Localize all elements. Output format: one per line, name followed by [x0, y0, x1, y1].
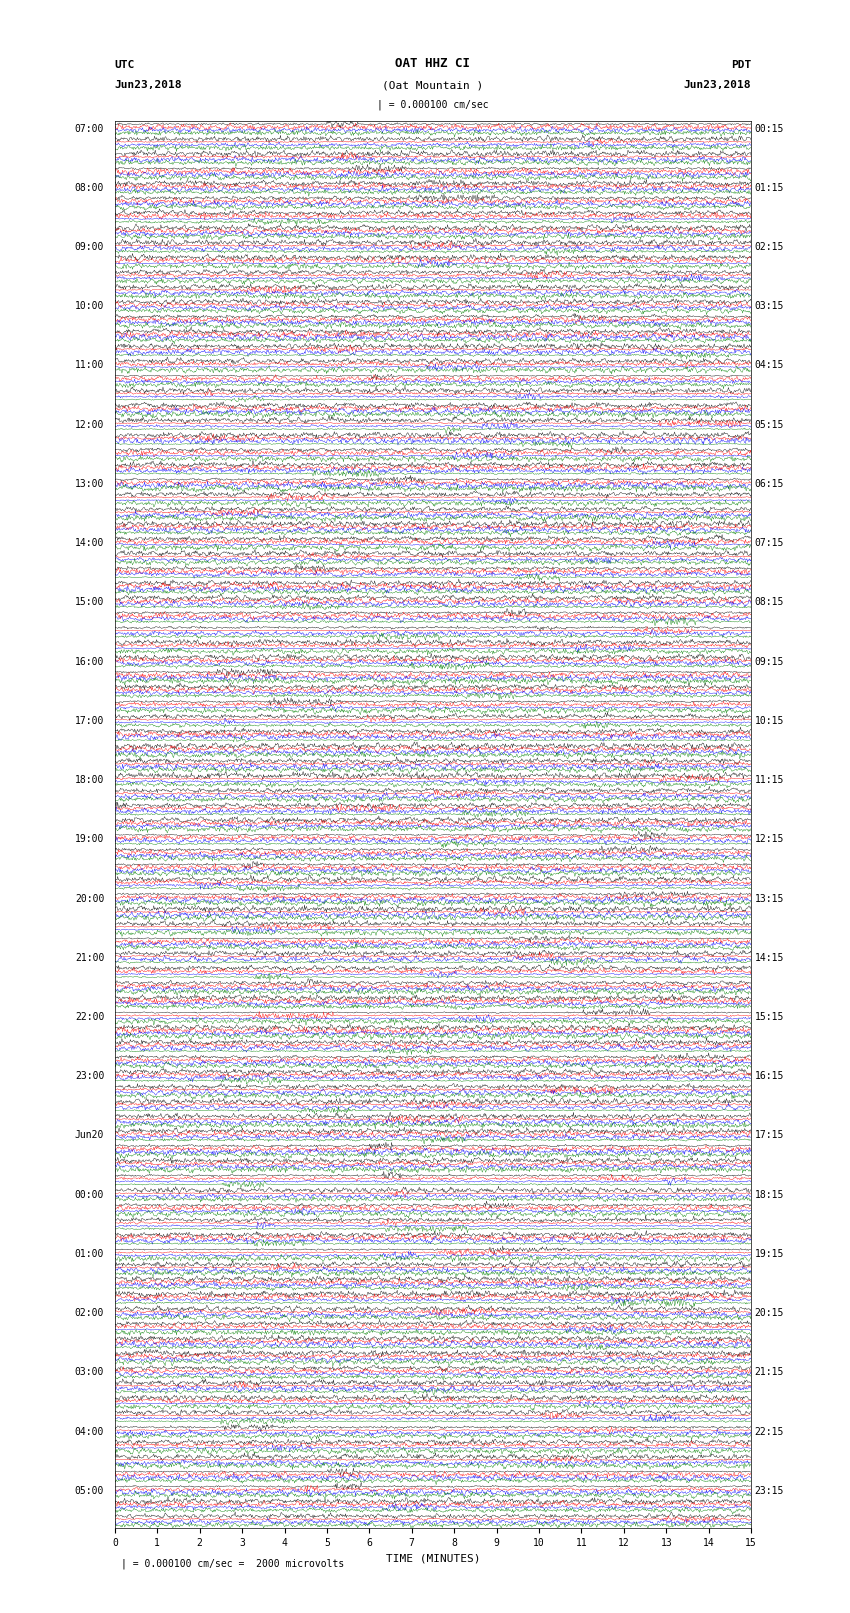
Text: 21:15: 21:15: [755, 1368, 784, 1378]
Text: 17:15: 17:15: [755, 1131, 784, 1140]
Text: 08:15: 08:15: [755, 597, 784, 608]
Text: 16:15: 16:15: [755, 1071, 784, 1081]
Text: 16:00: 16:00: [75, 656, 105, 666]
Text: 01:15: 01:15: [755, 182, 784, 192]
Text: | = 0.000100 cm/sec =  2000 microvolts: | = 0.000100 cm/sec = 2000 microvolts: [122, 1558, 344, 1569]
Text: 12:15: 12:15: [755, 834, 784, 844]
Text: 15:15: 15:15: [755, 1011, 784, 1023]
Text: 01:00: 01:00: [75, 1248, 105, 1260]
Text: 14:15: 14:15: [755, 953, 784, 963]
Text: 10:00: 10:00: [75, 302, 105, 311]
Text: 03:00: 03:00: [75, 1368, 105, 1378]
Text: 13:00: 13:00: [75, 479, 105, 489]
Text: 05:00: 05:00: [75, 1486, 105, 1495]
Text: 12:00: 12:00: [75, 419, 105, 429]
Text: 19:15: 19:15: [755, 1248, 784, 1260]
Text: 23:15: 23:15: [755, 1486, 784, 1495]
Text: Jun23,2018: Jun23,2018: [115, 81, 183, 90]
Text: 11:00: 11:00: [75, 360, 105, 371]
Text: 00:00: 00:00: [75, 1190, 105, 1200]
Text: 20:15: 20:15: [755, 1308, 784, 1318]
Text: Jun23,2018: Jun23,2018: [683, 81, 751, 90]
X-axis label: TIME (MINUTES): TIME (MINUTES): [386, 1553, 480, 1563]
Text: (Oat Mountain ): (Oat Mountain ): [382, 81, 484, 90]
Text: 04:00: 04:00: [75, 1426, 105, 1437]
Text: 17:00: 17:00: [75, 716, 105, 726]
Text: 20:00: 20:00: [75, 894, 105, 903]
Text: 04:15: 04:15: [755, 360, 784, 371]
Text: Jun20: Jun20: [75, 1131, 105, 1140]
Text: UTC: UTC: [115, 60, 135, 71]
Text: 18:00: 18:00: [75, 776, 105, 786]
Text: 21:00: 21:00: [75, 953, 105, 963]
Text: 22:15: 22:15: [755, 1426, 784, 1437]
Text: 22:00: 22:00: [75, 1011, 105, 1023]
Text: 09:00: 09:00: [75, 242, 105, 252]
Text: 08:00: 08:00: [75, 182, 105, 192]
Text: 14:00: 14:00: [75, 539, 105, 548]
Text: PDT: PDT: [731, 60, 751, 71]
Text: 18:15: 18:15: [755, 1190, 784, 1200]
Text: 15:00: 15:00: [75, 597, 105, 608]
Text: 03:15: 03:15: [755, 302, 784, 311]
Text: 23:00: 23:00: [75, 1071, 105, 1081]
Text: 00:15: 00:15: [755, 124, 784, 134]
Text: 02:00: 02:00: [75, 1308, 105, 1318]
Text: 05:15: 05:15: [755, 419, 784, 429]
Text: 07:15: 07:15: [755, 539, 784, 548]
Text: 11:15: 11:15: [755, 776, 784, 786]
Text: | = 0.000100 cm/sec: | = 0.000100 cm/sec: [377, 100, 489, 110]
Text: OAT HHZ CI: OAT HHZ CI: [395, 58, 471, 71]
Text: 07:00: 07:00: [75, 124, 105, 134]
Text: 09:15: 09:15: [755, 656, 784, 666]
Text: 02:15: 02:15: [755, 242, 784, 252]
Text: 10:15: 10:15: [755, 716, 784, 726]
Text: 19:00: 19:00: [75, 834, 105, 844]
Text: 06:15: 06:15: [755, 479, 784, 489]
Text: 13:15: 13:15: [755, 894, 784, 903]
